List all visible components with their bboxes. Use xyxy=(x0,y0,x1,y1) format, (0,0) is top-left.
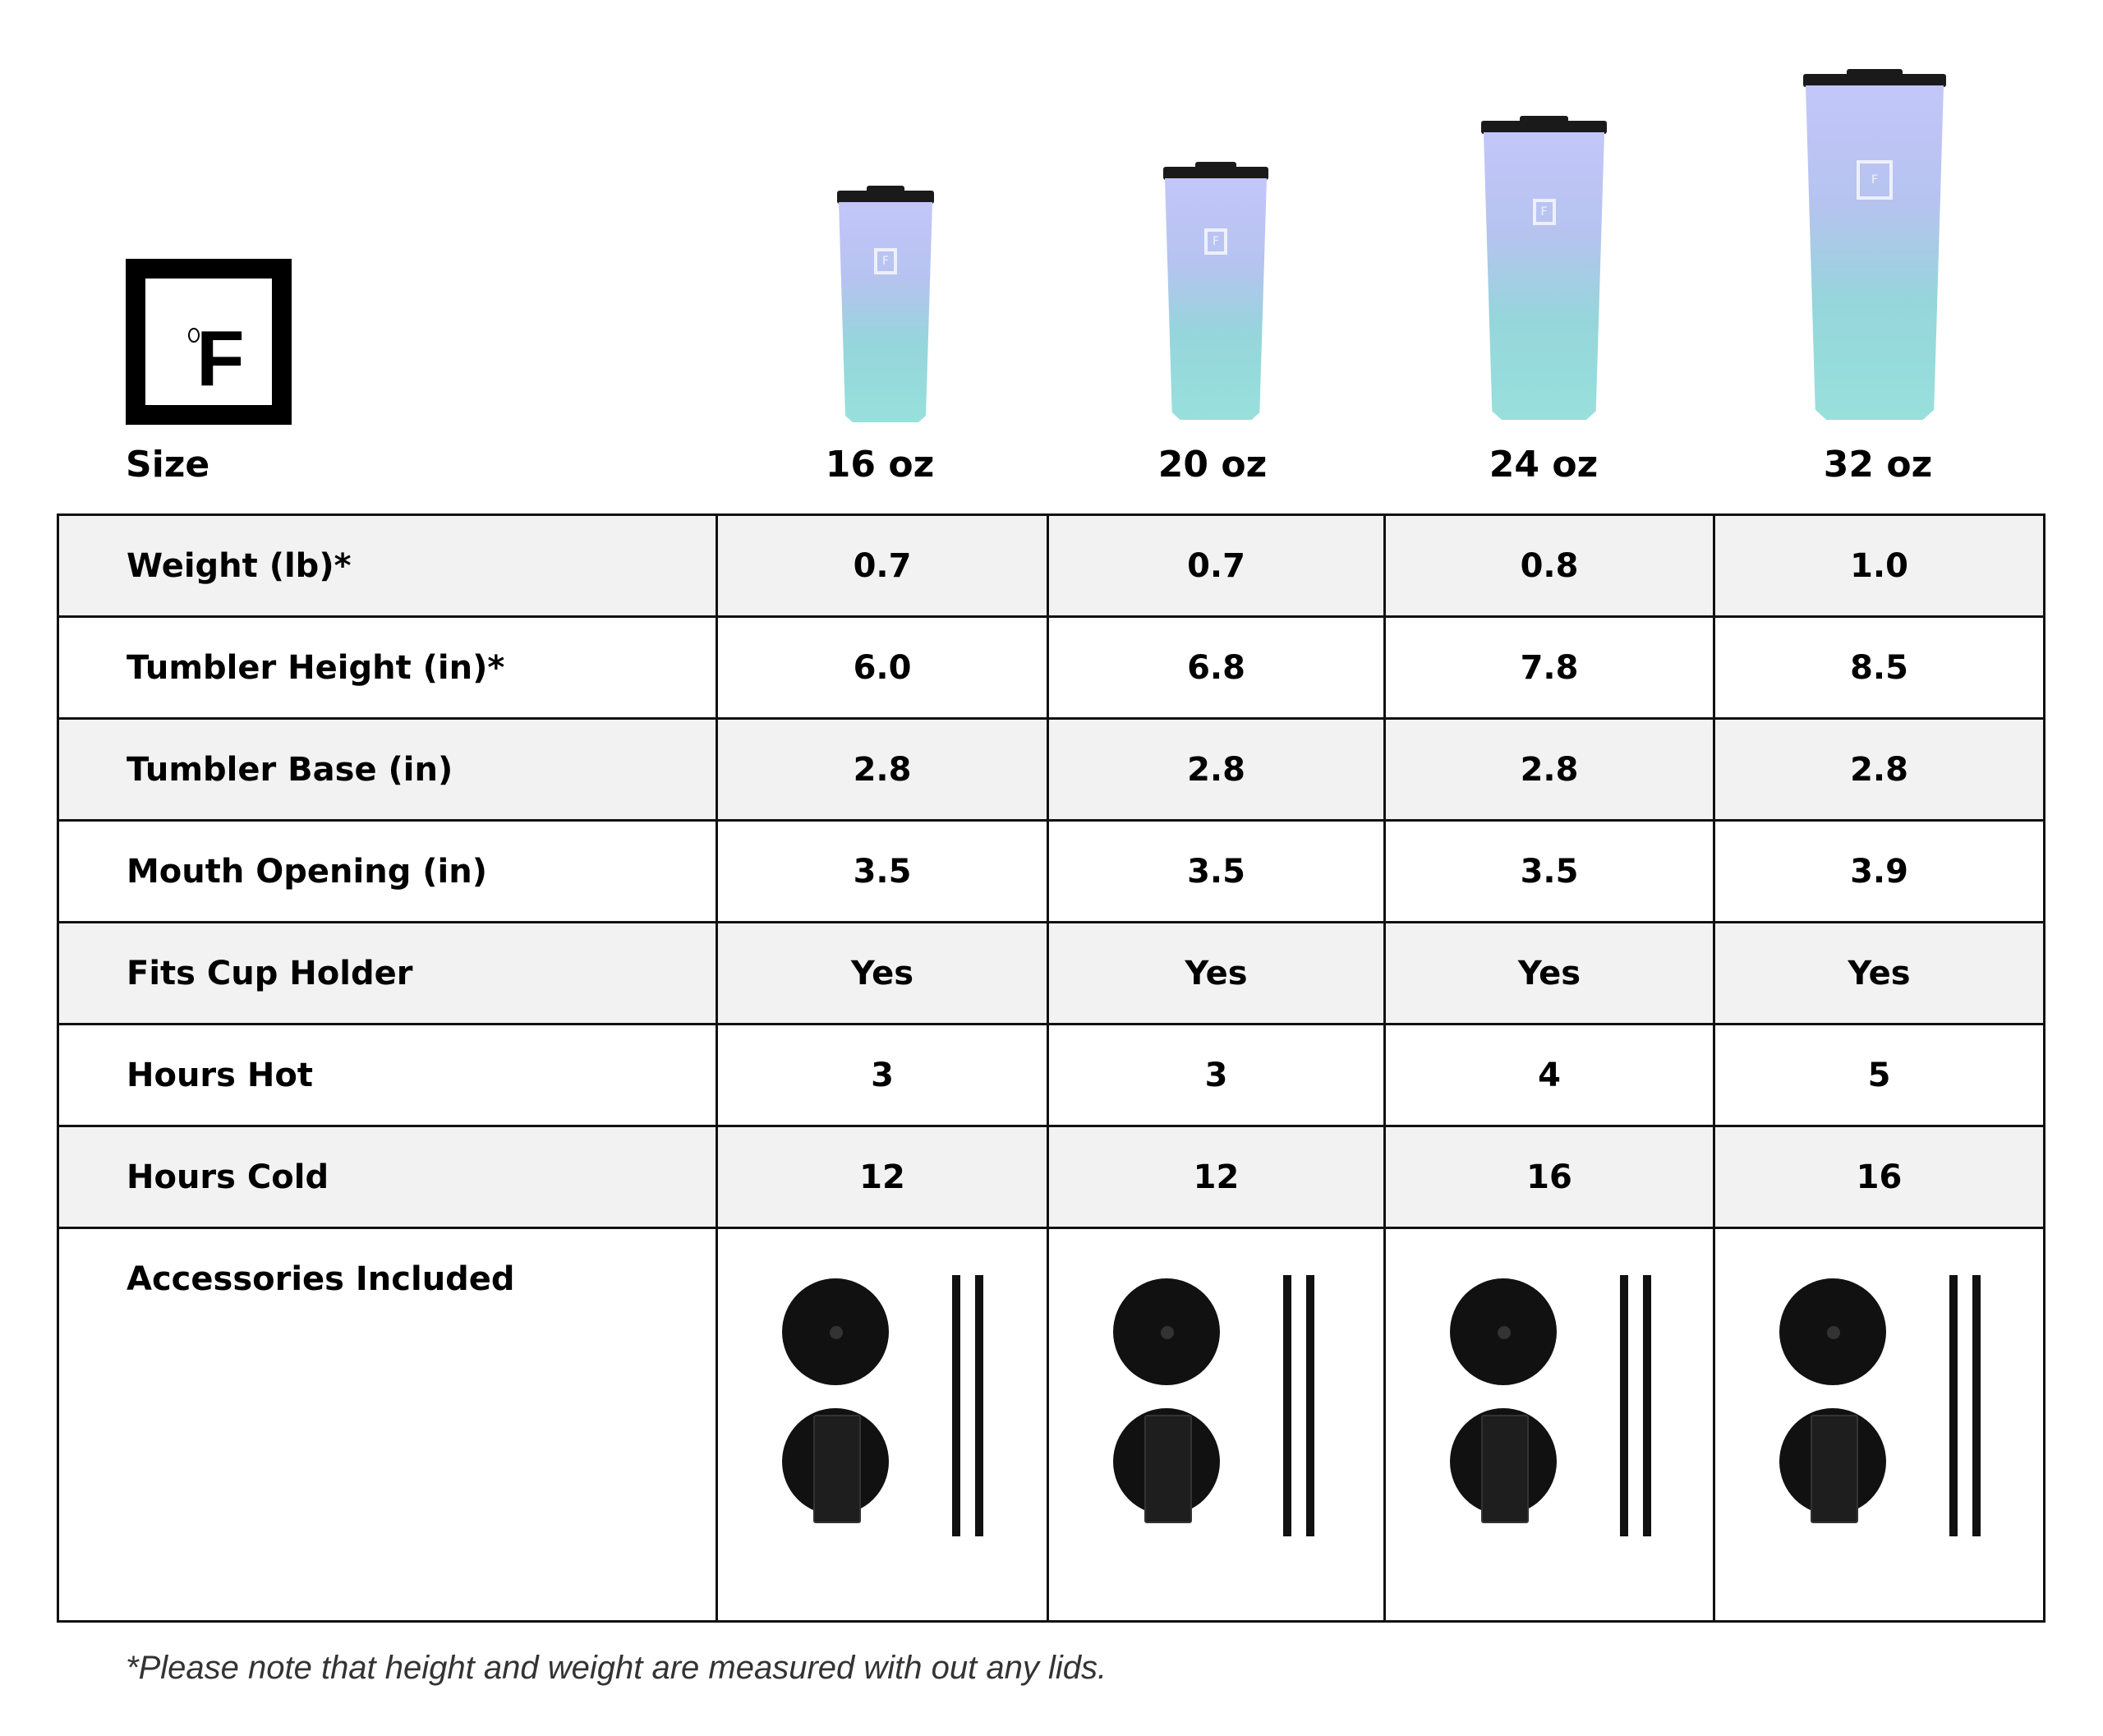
cell-value: Yes xyxy=(1713,921,2045,1025)
table-row: Hours Cold 12 12 16 16 xyxy=(57,1125,2045,1229)
cell-value: 3 xyxy=(716,1023,1049,1127)
row-label: Weight (lb)* xyxy=(57,513,718,618)
row-label: Mouth Opening (in) xyxy=(57,819,718,923)
flip-lid-icon xyxy=(1450,1408,1557,1523)
cell-value: Yes xyxy=(716,921,1049,1025)
accessories-row: Accessories Included xyxy=(57,1227,2045,1623)
row-label: Fits Cup Holder xyxy=(57,921,718,1025)
cell-value: 16 xyxy=(1713,1125,2045,1229)
size-32oz: 32 oz xyxy=(1823,444,1933,486)
tumbler-16oz-image: F xyxy=(836,186,935,422)
row-label: Hours Cold xyxy=(57,1125,718,1229)
cell-value: 3 xyxy=(1047,1023,1386,1127)
flip-lid-icon xyxy=(1113,1408,1220,1523)
cell-value: 2.8 xyxy=(1047,717,1386,822)
straw-icon xyxy=(975,1275,983,1536)
row-label: Accessories Included xyxy=(57,1227,718,1623)
cell-value: 12 xyxy=(1047,1125,1386,1229)
tumbler-20oz-image: F xyxy=(1162,162,1269,420)
straw-icon xyxy=(1972,1275,1981,1536)
flip-lid-icon xyxy=(782,1408,889,1523)
straw-icon xyxy=(1949,1275,1958,1536)
straw-icon xyxy=(1620,1275,1628,1536)
accessories-cell xyxy=(1383,1227,1715,1623)
cell-value: 0.8 xyxy=(1383,513,1715,618)
straw-icon xyxy=(952,1275,960,1536)
footnote: *Please note that height and weight are … xyxy=(126,1650,1107,1686)
cell-value: Yes xyxy=(1047,921,1386,1025)
cell-value: 0.7 xyxy=(716,513,1049,618)
cell-value: 2.8 xyxy=(716,717,1049,822)
cell-value: 1.0 xyxy=(1713,513,2045,618)
cell-value: 2.8 xyxy=(1383,717,1715,822)
straw-lid-icon xyxy=(1113,1278,1220,1385)
cell-value: 5 xyxy=(1713,1023,2045,1127)
flip-lid-icon xyxy=(1779,1408,1886,1523)
accessories-cell xyxy=(1713,1227,2045,1623)
cell-value: 3.5 xyxy=(716,819,1049,923)
row-label: Tumbler Height (in)* xyxy=(57,615,718,720)
row-label: Tumbler Base (in) xyxy=(57,717,718,822)
row-label: Hours Hot xyxy=(57,1023,718,1127)
accessories-cell xyxy=(716,1227,1049,1623)
accessories-cell xyxy=(1047,1227,1386,1623)
size-20oz: 20 oz xyxy=(1157,444,1268,486)
cell-value: 3.9 xyxy=(1713,819,2045,923)
table-row: Tumbler Base (in) 2.8 2.8 2.8 2.8 xyxy=(57,717,2045,822)
straw-lid-icon xyxy=(1450,1278,1557,1385)
size-header: Size xyxy=(126,444,210,486)
straw-icon xyxy=(1643,1275,1651,1536)
comparison-table: Weight (lb)* 0.7 0.7 0.8 1.0 Tumbler Height (… xyxy=(57,513,2045,1623)
brand-logo: F xyxy=(126,259,292,425)
tumbler-32oz-image: F xyxy=(1802,69,1947,420)
table-row: Hours Hot 3 3 4 5 xyxy=(57,1023,2045,1127)
cell-value: 2.8 xyxy=(1713,717,2045,822)
cell-value: 0.7 xyxy=(1047,513,1386,618)
cell-value: 16 xyxy=(1383,1125,1715,1229)
cell-value: 6.8 xyxy=(1047,615,1386,720)
cell-value: 8.5 xyxy=(1713,615,2045,720)
size-16oz: 16 oz xyxy=(825,444,935,486)
size-24oz: 24 oz xyxy=(1489,444,1599,486)
tumbler-24oz-image: F xyxy=(1481,116,1607,420)
cell-value: 3.5 xyxy=(1047,819,1386,923)
straw-icon xyxy=(1306,1275,1314,1536)
cell-value: 7.8 xyxy=(1383,615,1715,720)
cell-value: 12 xyxy=(716,1125,1049,1229)
cell-value: 4 xyxy=(1383,1023,1715,1127)
straw-lid-icon xyxy=(1779,1278,1886,1385)
cell-value: Yes xyxy=(1383,921,1715,1025)
table-row: Fits Cup Holder Yes Yes Yes Yes xyxy=(57,921,2045,1025)
table-row: Weight (lb)* 0.7 0.7 0.8 1.0 xyxy=(57,513,2045,618)
straw-lid-icon xyxy=(782,1278,889,1385)
table-row: Mouth Opening (in) 3.5 3.5 3.5 3.9 xyxy=(57,819,2045,923)
cell-value: 6.0 xyxy=(716,615,1049,720)
table-row: Tumbler Height (in)* 6.0 6.8 7.8 8.5 xyxy=(57,615,2045,720)
cell-value: 3.5 xyxy=(1383,819,1715,923)
straw-icon xyxy=(1283,1275,1291,1536)
